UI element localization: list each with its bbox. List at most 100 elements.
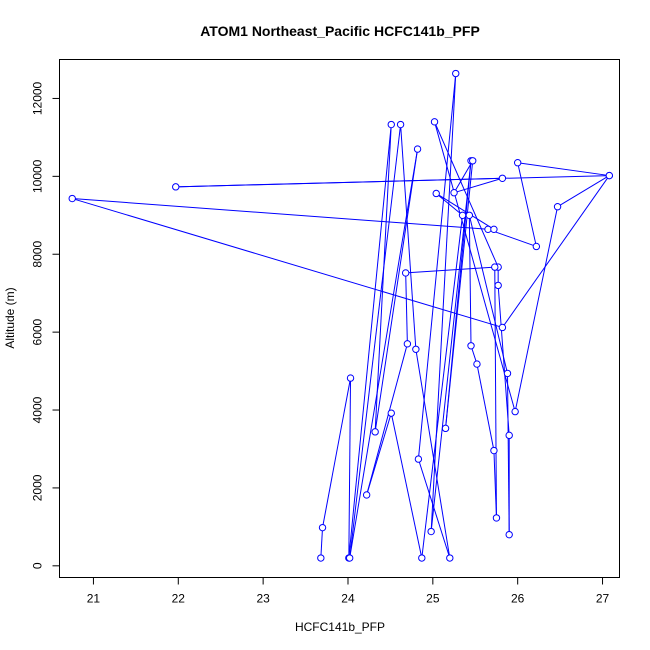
data-point — [532, 242, 541, 251]
data-point — [498, 174, 507, 182]
data-point — [465, 211, 474, 219]
series-segment — [494, 267, 497, 518]
series-segment — [434, 121, 516, 412]
y-axis-label: Altitude (m) — [3, 287, 17, 348]
y-tick-label: 4000 — [31, 396, 45, 423]
data-point — [513, 159, 522, 167]
data-point — [458, 211, 467, 219]
x-tick-label: 24 — [341, 592, 355, 606]
series-segment — [502, 175, 610, 328]
data-point — [467, 342, 475, 350]
data-point — [605, 171, 614, 180]
series-segment — [415, 349, 451, 559]
y-tick-label: 0 — [31, 562, 45, 569]
data-point — [318, 523, 327, 532]
series-segment — [517, 162, 537, 247]
data-point — [492, 514, 501, 522]
data-point — [430, 118, 439, 126]
series-segment — [453, 177, 503, 194]
y-tick-label: 12000 — [31, 81, 45, 115]
data-point — [317, 554, 325, 562]
x-tick-label: 26 — [511, 592, 525, 606]
series-segment — [72, 198, 503, 328]
series-segment — [400, 124, 417, 350]
data-point — [418, 554, 426, 562]
data-point — [505, 530, 513, 539]
series-segment — [430, 73, 457, 532]
data-point — [432, 189, 440, 198]
data-point — [345, 554, 354, 562]
data-point — [401, 269, 410, 277]
series-segment — [435, 193, 463, 216]
data-point — [414, 455, 423, 463]
y-axis: 0 2000 4000 6000 8000 10000 12000 — [31, 81, 60, 569]
series-segment — [348, 124, 392, 559]
data-point — [427, 527, 435, 536]
data-point — [413, 145, 422, 153]
series-segment — [405, 266, 495, 274]
series-segment — [175, 175, 610, 188]
series-segment — [405, 272, 408, 344]
series-segment — [557, 175, 610, 208]
series-segment — [435, 193, 495, 230]
data-point — [505, 431, 513, 440]
data-point — [441, 424, 450, 433]
x-tick-label: 25 — [426, 592, 440, 606]
series-segment — [434, 121, 499, 268]
data-point — [553, 203, 562, 211]
y-tick-label: 6000 — [31, 318, 45, 345]
data-point — [469, 157, 477, 165]
x-tick-label: 27 — [596, 592, 610, 606]
data-point — [491, 263, 499, 271]
data-point — [498, 323, 507, 332]
series-points — [68, 69, 614, 562]
data-point — [346, 374, 355, 382]
series-segment — [421, 215, 464, 559]
data-point — [490, 446, 498, 455]
data-point — [403, 340, 412, 348]
series-segment — [349, 124, 402, 559]
series-segment — [468, 215, 508, 374]
x-tick-label: 21 — [87, 592, 101, 606]
plot-frame — [59, 59, 620, 578]
series-segment — [453, 160, 474, 193]
data-point — [494, 281, 502, 290]
series-segment — [366, 343, 408, 496]
series-segment — [514, 206, 559, 412]
data-point — [387, 120, 395, 129]
data-point — [172, 183, 180, 191]
series-segment — [349, 148, 419, 559]
chart-title: ATOM1 Northeast_Pacific HCFC141b_PFP — [200, 23, 480, 39]
data-point — [68, 194, 76, 203]
x-axis-label: HCFC141b_PFP — [295, 620, 385, 634]
data-point — [473, 360, 481, 368]
series-segment — [445, 160, 474, 429]
series-segment — [374, 124, 392, 432]
x-axis: 21 22 23 24 25 26 27 — [87, 577, 610, 606]
series-segment — [517, 162, 610, 177]
series-segment — [320, 527, 324, 559]
data-point — [362, 491, 371, 499]
series-segment — [390, 413, 423, 559]
series-segment — [322, 377, 352, 528]
series-segment — [348, 378, 352, 559]
data-point — [446, 554, 454, 562]
series-segment — [507, 373, 510, 535]
series-segment — [430, 160, 472, 532]
y-tick-label: 2000 — [31, 474, 45, 501]
data-point — [371, 428, 379, 436]
series-line — [72, 73, 610, 559]
data-point — [503, 369, 512, 378]
series-segment — [468, 215, 472, 346]
series-segment — [366, 412, 392, 496]
data-point — [412, 345, 420, 353]
series-segment — [417, 73, 457, 460]
data-point — [450, 189, 458, 197]
series-segment — [72, 198, 489, 230]
data-point — [511, 407, 519, 416]
data-point — [387, 409, 395, 417]
series-segment — [497, 285, 510, 436]
data-point — [452, 69, 460, 78]
data-point — [490, 225, 498, 234]
